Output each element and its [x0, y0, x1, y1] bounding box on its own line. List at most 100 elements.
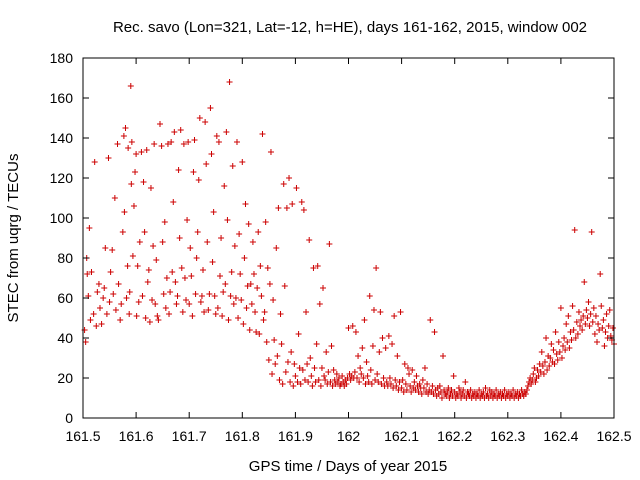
data-point — [539, 363, 546, 369]
data-point — [144, 279, 151, 285]
data-point — [360, 375, 367, 381]
data-point — [352, 329, 359, 335]
data-point — [238, 297, 245, 303]
data-point — [95, 281, 102, 287]
x-axis-label: GPS time / Days of year 2015 — [249, 458, 447, 475]
data-point — [437, 389, 444, 395]
data-point — [250, 271, 257, 277]
data-point — [438, 395, 445, 401]
data-point — [152, 301, 159, 307]
data-point — [564, 339, 571, 345]
data-point — [96, 305, 103, 311]
data-point — [283, 205, 290, 211]
data-point — [445, 385, 452, 391]
data-point — [169, 269, 176, 275]
data-point — [164, 141, 171, 147]
data-point — [123, 295, 130, 301]
data-point — [188, 273, 195, 279]
data-point — [391, 313, 398, 319]
data-point — [419, 377, 426, 383]
data-point — [522, 391, 529, 397]
data-point — [163, 275, 170, 281]
data-point — [575, 309, 582, 315]
data-point — [249, 239, 256, 245]
data-point — [579, 327, 586, 333]
data-point — [429, 383, 436, 389]
data-point — [376, 349, 383, 355]
data-point — [580, 313, 587, 319]
data-point — [413, 373, 420, 379]
data-point — [556, 349, 563, 355]
data-point — [255, 229, 262, 235]
data-point — [322, 377, 329, 383]
data-point — [311, 365, 318, 371]
data-point — [574, 331, 581, 337]
data-point — [135, 299, 142, 305]
data-point — [377, 309, 384, 315]
data-point — [484, 391, 491, 397]
data-point — [223, 129, 230, 135]
data-point — [212, 311, 219, 317]
data-point — [232, 295, 239, 301]
data-point — [399, 377, 406, 383]
data-point — [286, 175, 293, 181]
data-point — [215, 139, 222, 145]
data-point — [333, 371, 340, 377]
y-tick-label: 20 — [57, 370, 73, 386]
data-point — [247, 281, 254, 287]
data-point — [160, 291, 167, 297]
data-point — [568, 337, 575, 343]
data-point — [125, 145, 132, 151]
data-point — [596, 327, 603, 333]
data-point — [291, 361, 298, 367]
y-tick-label: 80 — [57, 250, 73, 266]
data-point — [581, 279, 588, 285]
data-point — [406, 371, 413, 377]
data-point — [362, 381, 369, 387]
data-point — [126, 289, 133, 295]
data-point — [191, 137, 198, 143]
data-point — [409, 367, 416, 373]
data-point — [245, 221, 252, 227]
data-point — [455, 385, 462, 391]
data-point — [145, 267, 152, 273]
data-point — [206, 291, 213, 297]
data-point — [138, 149, 145, 155]
data-point — [102, 245, 109, 251]
data-point — [280, 181, 287, 187]
data-point — [128, 139, 135, 145]
data-point — [415, 389, 422, 395]
data-point — [563, 321, 570, 327]
data-point — [281, 283, 288, 289]
data-point — [120, 133, 127, 139]
data-point — [443, 393, 450, 399]
data-point — [109, 247, 116, 253]
data-point — [591, 331, 598, 337]
data-point — [266, 281, 273, 287]
data-point — [552, 329, 559, 335]
data-point — [132, 169, 139, 175]
data-point — [314, 263, 321, 269]
data-point — [551, 361, 558, 367]
data-point — [369, 343, 376, 349]
data-point — [147, 185, 154, 191]
data-point — [173, 301, 180, 307]
data-point — [284, 359, 291, 365]
data-point — [201, 309, 208, 315]
data-point — [186, 301, 193, 307]
data-point — [308, 373, 315, 379]
data-point — [106, 299, 113, 305]
data-point — [155, 317, 162, 323]
data-point — [544, 367, 551, 373]
data-point — [355, 353, 362, 359]
data-point — [127, 83, 134, 89]
data-point — [107, 269, 114, 275]
data-point — [279, 381, 286, 387]
x-tick-label: 162 — [337, 428, 361, 444]
data-point — [356, 379, 363, 385]
data-point — [140, 179, 147, 185]
y-tick-label: 180 — [50, 50, 74, 66]
data-point — [510, 387, 517, 393]
data-point — [594, 339, 601, 345]
data-point — [398, 385, 405, 391]
